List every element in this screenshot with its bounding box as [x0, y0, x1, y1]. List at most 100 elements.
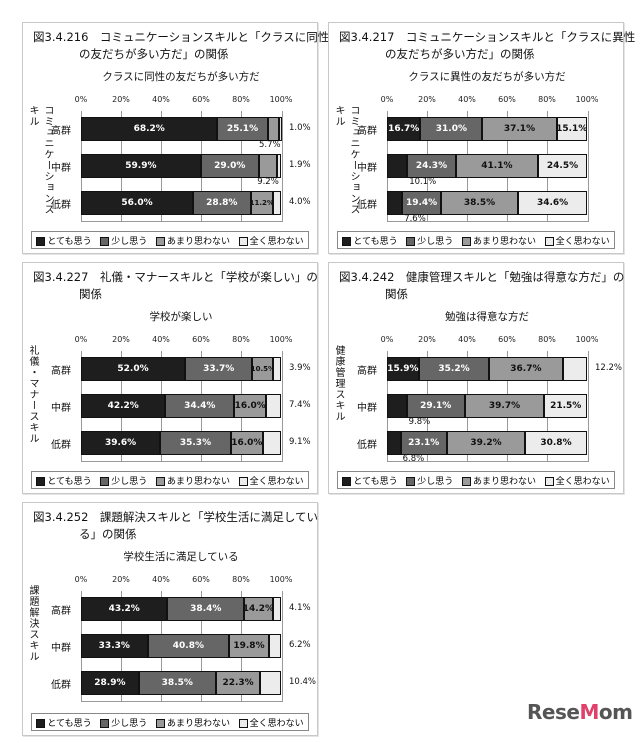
row-label: 中群: [51, 403, 71, 414]
x-tick-label: 60%: [498, 95, 516, 104]
bar-segment: [277, 154, 281, 178]
bar-segment-labeled: 16.0%: [230, 431, 263, 455]
bar-segment: [266, 394, 281, 418]
bar-segment-labeled: 16.7%: [387, 117, 421, 141]
chart-subtitle: 学校が楽しい: [149, 311, 213, 323]
legend-label: 全く思わない: [555, 236, 610, 247]
bar-segment-labeled: 39.2%: [446, 431, 526, 455]
legend-label: 少し思う: [417, 236, 454, 247]
bar-segment-labeled: 35.2%: [418, 357, 490, 381]
bar-segment-labeled: 34.6%: [518, 191, 588, 215]
chart-panel: 図3.4.252 課題解決スキルと「学校生活に満足してい る」の関係 学校生活に満足…: [22, 502, 318, 736]
bar-segment: [273, 191, 281, 215]
bar-segment-labeled: 43.2%: [81, 597, 168, 621]
y-axis-label: コミュニケーションスキル: [333, 105, 359, 215]
chart-title-line-2: 関係: [385, 287, 408, 301]
x-tick-label: 60%: [498, 335, 516, 344]
legend-item: とても思う: [36, 234, 92, 247]
legend-swatch: [36, 718, 46, 728]
x-tick-label: 0%: [74, 95, 88, 104]
x-tick-label: 100%: [269, 335, 293, 344]
x-tick-label: 20%: [112, 335, 130, 344]
legend-label: あまり思わない: [166, 718, 230, 729]
bar-segment-labeled: 19.4%: [402, 191, 441, 215]
bar-segment-labeled: 40.8%: [147, 634, 230, 658]
legend-swatch: [155, 476, 165, 486]
legend-label: 少し思う: [417, 476, 454, 487]
data-label: 6.2%: [289, 640, 311, 650]
x-tick-label: 80%: [538, 335, 556, 344]
x-tick-label: 20%: [112, 95, 130, 104]
y-axis-label: 礼儀・マナースキル: [27, 345, 38, 444]
legend-item: とても思う: [36, 474, 92, 487]
bar-segment-labeled: 56.0%: [81, 191, 193, 215]
row-label: 高群: [51, 366, 71, 377]
chart-title-line-2: の友だちが多い方だ」の関係: [385, 47, 535, 61]
bar-segment: [267, 117, 279, 141]
chart-title-line-1: 図3.4.227 礼儀・マナースキルと「学校が楽しい」の: [33, 270, 318, 284]
bar-segment-labeled: 19.8%: [229, 634, 269, 658]
legend-swatch: [406, 236, 416, 246]
chart-title-line-1: 図3.4.242 健康管理スキルと「勉強は得意な方だ」の: [339, 270, 625, 284]
bar-segment-labeled: 39.6%: [81, 431, 161, 455]
legend-swatch: [461, 236, 471, 246]
chart-panel: 図3.4.217 コミュニケーションスキルと「クラスに異性 の友だちが多い方だ」の…: [328, 22, 635, 254]
row-label: 中群: [357, 163, 377, 174]
x-tick-label: 80%: [232, 95, 250, 104]
legend-item: あまり思わない: [461, 474, 536, 487]
bar-segment-labeled: 25.1%: [217, 117, 268, 141]
legend-label: とても思う: [47, 718, 92, 729]
bar-segment-labeled: 16.0%: [234, 394, 267, 418]
bar-segment-labeled: 38.4%: [167, 597, 245, 621]
x-tick-label: 100%: [575, 335, 599, 344]
row-label: 低群: [51, 440, 71, 451]
chart-title-line-2: 関係: [79, 287, 102, 301]
legend-swatch: [100, 718, 110, 728]
x-tick-label: 100%: [269, 575, 293, 584]
bar-segment-labeled: 35.3%: [160, 431, 231, 455]
y-axis-label: 課題解決スキル: [27, 585, 38, 662]
row-label: 高群: [357, 366, 377, 377]
bar-segment: [273, 357, 282, 381]
y-axis-label: 健康管理スキル: [333, 345, 344, 422]
bar-segment-labeled: 28.8%: [193, 191, 251, 215]
row-label: 中群: [357, 403, 377, 414]
x-tick-label: 20%: [112, 575, 130, 584]
data-label: 3.9%: [289, 363, 311, 373]
chart-subtitle: 勉強は得意な方だ: [445, 311, 529, 323]
legend-swatch: [238, 718, 248, 728]
legend-swatch: [544, 476, 554, 486]
bar-segment: [387, 154, 408, 178]
x-tick-label: 40%: [458, 335, 476, 344]
row-label: 高群: [357, 126, 377, 137]
bar-segment-labeled: 24.5%: [538, 154, 587, 178]
data-label: 4.1%: [289, 603, 311, 613]
x-tick-label: 60%: [192, 95, 210, 104]
data-label: 12.2%: [595, 363, 623, 373]
bar-segment-labeled: 34.4%: [165, 394, 235, 418]
data-label: 7.6%: [404, 214, 426, 224]
legend-swatch: [238, 476, 248, 486]
bar-segment: [272, 597, 281, 621]
x-tick-label: 60%: [192, 335, 210, 344]
legend-item: 少し思う: [100, 474, 147, 487]
chart-subtitle: クラスに異性の友だちが多い方だ: [408, 71, 566, 83]
legend: とても思う 少し思う あまり思わない 全く思わない: [31, 471, 309, 489]
data-label: 9.1%: [289, 437, 311, 447]
row-label: 高群: [51, 126, 71, 137]
legend-label: 全く思わない: [249, 718, 304, 729]
data-label: 9.2%: [257, 177, 279, 187]
legend-item: あまり思わない: [461, 234, 536, 247]
bar-segment-labeled: 42.2%: [81, 394, 166, 418]
bar-segment-labeled: 38.5%: [138, 671, 216, 695]
x-tick-label: 40%: [152, 575, 170, 584]
chart-title-line-1: 図3.4.216 コミュニケーションスキルと「クラスに同性: [33, 30, 330, 44]
legend-swatch: [155, 236, 165, 246]
legend: とても思う 少し思う あまり思わない 全く思わない: [31, 231, 309, 249]
legend-label: 少し思う: [111, 718, 148, 729]
x-tick-label: 20%: [418, 335, 436, 344]
data-label: 7.4%: [289, 400, 311, 410]
chart-subtitle: 学校生活に満足している: [123, 551, 239, 563]
bar-segment-labeled: 38.5%: [441, 191, 518, 215]
